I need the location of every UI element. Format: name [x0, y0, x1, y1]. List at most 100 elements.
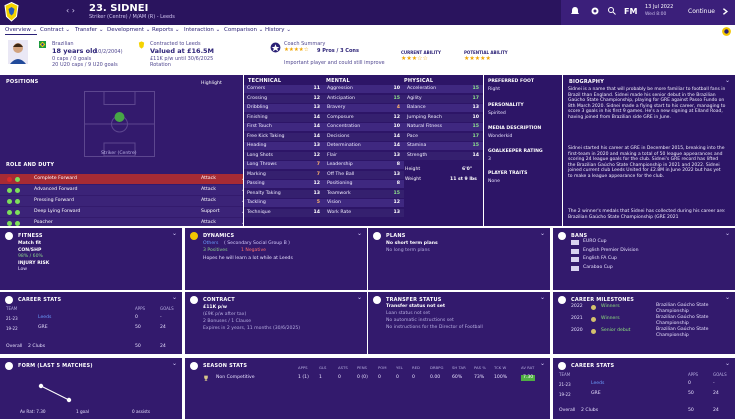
average-rating: Av Rat: 7.30 [20, 409, 46, 414]
collapse-icon[interactable]: ⌄ [356, 230, 362, 237]
attribute-row[interactable]: Aggression 10 [324, 85, 404, 93]
tab-contract[interactable]: Contract ⌄ [40, 27, 71, 33]
collapse-icon[interactable]: ⌄ [724, 230, 730, 237]
biography-paragraph-1: Sidnei is a name that will probably be m… [568, 87, 726, 120]
role-row[interactable]: Complete Forward Attack ⌄ [0, 174, 243, 184]
team-1-2[interactable]: Leeds [591, 381, 605, 386]
attribute-row[interactable]: Long Shots 12 [244, 151, 324, 160]
collapse-icon[interactable]: ⌄ [171, 230, 177, 237]
transfer-icon [373, 296, 381, 304]
role-row[interactable]: Deep Lying Forward Support ⌄ [0, 207, 243, 217]
season-stat-header: GLS [319, 365, 327, 370]
attribute-row[interactable]: Strength 14 [404, 151, 483, 160]
chevron-right-icon[interactable] [722, 8, 729, 15]
bans-title: BANS [571, 233, 588, 239]
continue-button[interactable]: Continue [688, 8, 715, 15]
tab-history[interactable]: History ⌄ [265, 27, 291, 33]
trophy-icon [591, 305, 596, 310]
attribute-row[interactable]: Off The Ball 13 [324, 170, 404, 179]
chevron-down-icon[interactable]: ⌄ [241, 198, 243, 204]
chevron-down-icon[interactable]: ⌄ [241, 220, 243, 226]
collapse-icon[interactable]: ⌄ [724, 360, 730, 367]
attribute-row[interactable]: Corners 11 [244, 85, 324, 93]
attribute-row[interactable]: Heading 13 [244, 142, 324, 150]
attribute-row[interactable]: Leadership 8 [324, 161, 404, 169]
attribute-row[interactable]: Free Kick Taking 14 [244, 132, 324, 141]
player-traits: None [488, 179, 500, 184]
tab-overview[interactable]: Overview ⌄ [5, 27, 38, 35]
attribute-row[interactable]: Composure 12 [324, 113, 404, 122]
contract-card: CONTRACT ⌄ £11K p/w (£9K p/w after tax) … [185, 292, 367, 354]
attribute-row[interactable]: Pace 17 [404, 132, 483, 141]
attribute-row[interactable]: Passing 12 [244, 180, 324, 188]
attribute-row[interactable]: Acceleration 15 [404, 85, 483, 93]
notifications-icon[interactable] [570, 6, 580, 16]
chevron-down-icon[interactable]: ⌄ [241, 187, 243, 193]
season-1-2: 21-23 [559, 382, 571, 387]
attribute-row[interactable]: Tackling 5 [244, 199, 324, 207]
collapse-icon[interactable]: ⌄ [171, 360, 177, 367]
attribute-row[interactable]: Stamina 15 [404, 142, 483, 150]
attribute-row[interactable]: Technique 14 [244, 208, 324, 217]
collapse-icon[interactable]: ⌄ [539, 294, 545, 301]
highlight-dropdown[interactable]: Highlight [201, 81, 222, 86]
collapse-icon[interactable]: ⌄ [724, 294, 730, 301]
season-stat-header: TCK W [494, 365, 507, 370]
attention-icon[interactable] [721, 26, 732, 37]
attribute-row[interactable]: Natural Fitness 15 [404, 123, 483, 131]
chevron-down-icon[interactable]: ⌄ [241, 209, 243, 215]
attribute-row[interactable]: Positioning 8 [324, 180, 404, 188]
chevron-down-icon[interactable]: ⌄ [241, 176, 243, 182]
attribute-row[interactable]: Decisions 14 [324, 132, 404, 141]
milestone-label: Senior debut [601, 328, 631, 333]
team-2-2[interactable]: GRE [591, 391, 601, 396]
overall-label-2: Overall [559, 408, 576, 413]
dynamics-title: DYNAMICS [203, 233, 235, 239]
attribute-row[interactable]: First Touch 14 [244, 123, 324, 131]
collapse-icon[interactable]: ⌄ [539, 360, 545, 367]
attribute-row[interactable]: Dribbling 13 [244, 104, 324, 112]
attribute-row[interactable]: Agility 17 [404, 94, 483, 103]
collapse-icon[interactable]: ⌄ [539, 230, 545, 237]
attribute-row[interactable]: Balance 13 [404, 104, 483, 112]
tab-reports[interactable]: Reports ⌄ [152, 27, 180, 33]
attribute-row[interactable]: Determination 14 [324, 142, 404, 150]
attribute-row[interactable]: Anticipation 15 [324, 94, 404, 103]
attribute-row[interactable]: Jumping Reach 10 [404, 113, 483, 122]
gear-icon[interactable] [590, 6, 600, 16]
coach-pros-cons: 9 Pros / 3 Cons [317, 48, 359, 54]
player-navigation-arrows[interactable]: ‹ › [66, 6, 75, 15]
collapse-icon[interactable]: ⌄ [171, 294, 177, 301]
attribute-name: Bravery [327, 105, 346, 111]
collapse-icon[interactable]: ⌄ [724, 77, 730, 84]
attribute-value: 13 [393, 171, 400, 177]
attribute-row[interactable]: Bravery 4 [324, 104, 404, 112]
attribute-value: 13 [393, 152, 400, 158]
attribute-row[interactable]: Concentration 10 [324, 123, 404, 131]
team-2[interactable]: GRE [38, 325, 48, 330]
social-group[interactable]: Others [203, 241, 219, 246]
team-1[interactable]: Leeds [38, 315, 52, 320]
search-icon[interactable] [607, 6, 617, 16]
role-row[interactable]: Pressing Forward Attack ⌄ [0, 196, 243, 206]
tab-comparison[interactable]: Comparison ⌄ [224, 27, 264, 33]
role-row[interactable]: Advanced Forward Attack ⌄ [0, 185, 243, 195]
role-row[interactable]: Poacher Attack ⌄ [0, 218, 243, 226]
tab-interaction[interactable]: Interaction ⌄ [184, 27, 221, 33]
attribute-row[interactable]: Work Rate 13 [324, 208, 404, 217]
role-name: Advanced Forward [34, 187, 78, 193]
season-stat-header: AV RAT [521, 365, 535, 370]
tab-transfer[interactable]: Transfer ⌄ [75, 27, 104, 33]
bans-icon [558, 232, 566, 240]
attribute-row[interactable]: Marking 7 [244, 170, 324, 179]
attribute-row[interactable]: Penalty Taking 13 [244, 189, 324, 198]
tab-development[interactable]: Development ⌄ [107, 27, 151, 33]
attribute-row[interactable]: Vision 12 [324, 199, 404, 207]
attribute-row[interactable]: Flair 13 [324, 151, 404, 160]
attribute-value: 10 [393, 124, 400, 130]
attribute-row[interactable]: Teamwork 15 [324, 189, 404, 198]
collapse-icon[interactable]: ⌄ [356, 294, 362, 301]
attribute-row[interactable]: Long Throws 7 [244, 161, 324, 169]
attribute-row[interactable]: Crossing 12 [244, 94, 324, 103]
attribute-row[interactable]: Finishing 14 [244, 113, 324, 122]
